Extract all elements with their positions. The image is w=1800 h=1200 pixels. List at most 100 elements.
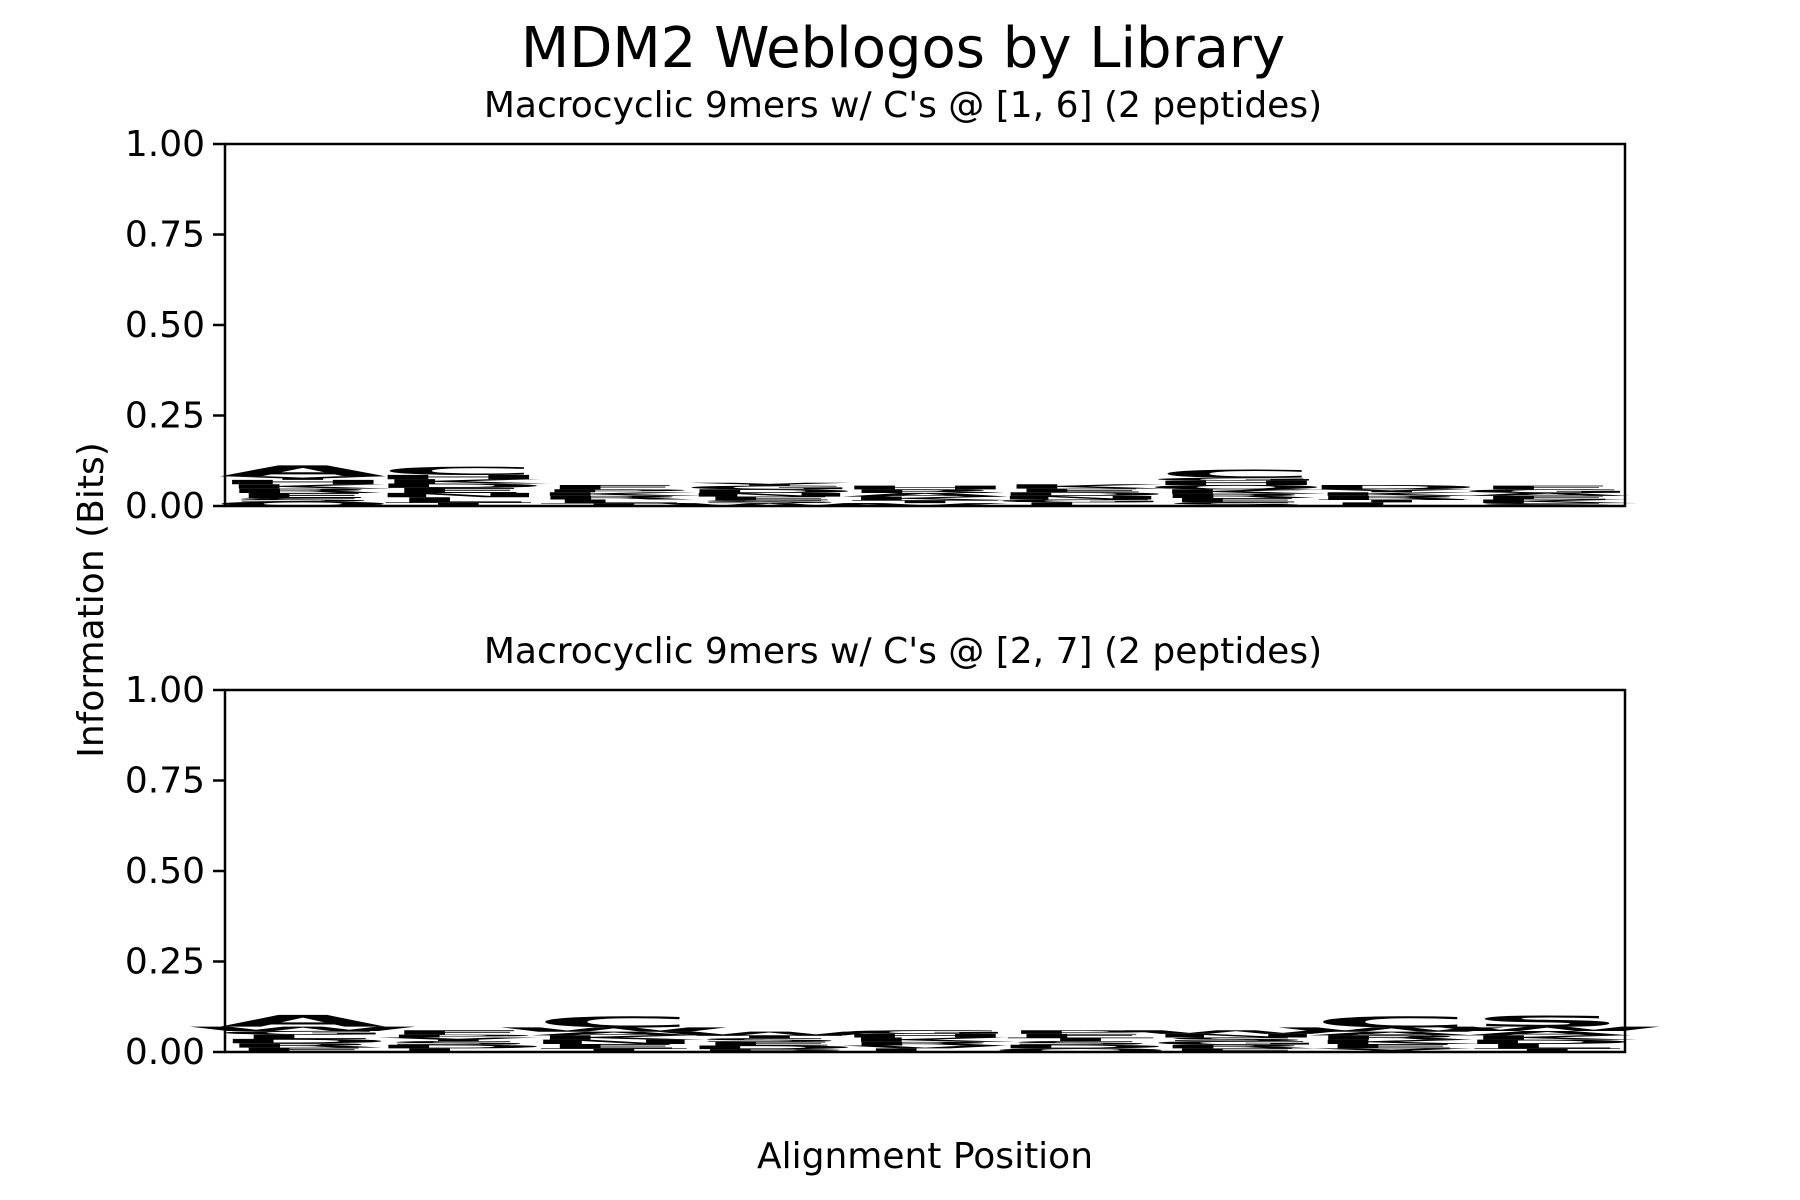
- logo-letter-R: R: [531, 495, 698, 501]
- y-tick-label: 0.50: [125, 851, 205, 892]
- logo-letter-G: G: [681, 485, 859, 491]
- logo-letter-Q: Q: [211, 500, 395, 507]
- panel-1-y-axis: 0.00 0.25 0.50 0.75 1.00: [125, 124, 225, 527]
- logo-letter-S: S: [691, 1037, 847, 1043]
- logo-letter-K: K: [1463, 498, 1638, 504]
- y-axis-label: Information (Bits): [71, 442, 112, 758]
- logo-letter-L: L: [389, 1047, 527, 1053]
- logo-letter-L: L: [389, 496, 527, 504]
- logo-letter-E: E: [1007, 488, 1155, 494]
- logo-letter-S: S: [225, 497, 381, 503]
- logo-letter-V: V: [841, 502, 1009, 507]
- logo-letter-N: N: [679, 492, 860, 498]
- logo-letter-D: D: [1302, 484, 1482, 491]
- logo-letter-C: C: [534, 1014, 693, 1031]
- logo-letter-A: A: [219, 462, 387, 479]
- logo-letter-R: R: [842, 488, 1009, 494]
- logo-letter-A: A: [1463, 492, 1631, 497]
- logo-letter-T: T: [540, 1047, 688, 1053]
- logo-letter-L: L: [1323, 501, 1461, 507]
- y-tick-label: 0.00: [125, 486, 205, 527]
- logo-letter-Y: Y: [377, 1037, 540, 1043]
- logo-letter-Y: Y: [1310, 489, 1473, 494]
- logo-letter-G: G: [214, 1030, 392, 1036]
- panel-1-stacks: QSERKHYATLNEDKHCTLRKPFWSENDGYVTKARHLGNDE…: [211, 462, 1639, 507]
- logo-letter-E: E: [540, 1043, 688, 1050]
- y-tick-label: 1.00: [125, 124, 205, 165]
- logo-letter-W: W: [494, 1026, 733, 1033]
- logo-letter-S: S: [1158, 1037, 1314, 1043]
- logo-letter-A: A: [530, 1031, 698, 1037]
- logo-letter-D: D: [368, 1044, 548, 1050]
- panel-2-stacks: ERDLGWALDSYPFTENKAWCPDESTWLVRKHGQDSTFPER…: [183, 1012, 1666, 1054]
- logo-panel-2: Macrocyclic 9mers w/ C's @ [2, 7] (2 pep…: [125, 631, 1667, 1073]
- logo-letter-Q: Q: [989, 1047, 1173, 1053]
- logo-letter-E: E: [1162, 497, 1310, 504]
- logo-letter-K: K: [374, 478, 549, 485]
- logo-letter-K: K: [1308, 1038, 1483, 1045]
- logo-letter-K: K: [1308, 491, 1483, 497]
- logo-letter-F: F: [540, 484, 688, 491]
- logo-letter-R: R: [1153, 1044, 1320, 1050]
- logo-letter-W: W: [650, 502, 889, 507]
- logo-panel-1: Macrocyclic 9mers w/ C's @ [1, 6] (2 pep…: [125, 85, 1639, 527]
- panel-1-title: Macrocyclic 9mers w/ C's @ [1, 6] (2 pep…: [484, 85, 1322, 126]
- logo-letter-L: L: [1012, 501, 1150, 507]
- logo-letter-W: W: [1428, 1025, 1667, 1032]
- logo-letter-S: S: [1158, 501, 1314, 507]
- logo-letter-T: T: [1007, 1037, 1155, 1043]
- logo-letter-T: T: [1473, 1047, 1621, 1053]
- logo-letter-S: S: [1469, 1013, 1625, 1030]
- logo-letter-D: D: [991, 491, 1171, 497]
- logo-letter-N: N: [990, 495, 1171, 501]
- logo-letter-T: T: [1318, 499, 1466, 504]
- logo-letter-E: E: [695, 1041, 843, 1047]
- panel-2-axes-frame: [223, 688, 1627, 1054]
- y-tick-label: 0.50: [125, 305, 205, 346]
- logo-letter-W: W: [1117, 1029, 1356, 1035]
- logo-letter-L: L: [856, 1047, 994, 1053]
- logo-letter-E: E: [229, 492, 377, 500]
- logo-letter-H: H: [834, 485, 1015, 491]
- x-axis-label: Alignment Position: [757, 1136, 1093, 1177]
- logo-letter-A: A: [1463, 1030, 1631, 1037]
- logo-letter-K: K: [997, 483, 1172, 490]
- logo-letter-R: R: [219, 487, 386, 494]
- logo-letter-E: E: [229, 1046, 377, 1053]
- logo-letter-Y: Y: [1310, 1047, 1473, 1053]
- logo-letter-L: L: [234, 1033, 372, 1040]
- logo-letter-N: N: [368, 492, 549, 499]
- logo-letter-P: P: [535, 489, 694, 494]
- logo-letter-F: F: [1473, 485, 1621, 491]
- logo-letter-H: H: [834, 1033, 1015, 1039]
- logo-letter-C: C: [1312, 1014, 1471, 1031]
- logo-letter-W: W: [650, 1031, 889, 1037]
- logo-letter-G: G: [1147, 1040, 1325, 1046]
- y-tick-label: 1.00: [125, 670, 205, 711]
- logo-letter-G: G: [1458, 488, 1636, 494]
- logo-letter-P: P: [1001, 1029, 1160, 1035]
- logo-letter-N: N: [523, 1038, 704, 1045]
- logo-letter-K: K: [1463, 1034, 1638, 1041]
- logo-letter-E: E: [1318, 1043, 1466, 1050]
- logo-letter-S: S: [691, 499, 847, 504]
- logo-letter-S: S: [1469, 502, 1625, 507]
- logo-letter-K: K: [841, 1036, 1016, 1043]
- logo-letter-C: C: [1157, 468, 1316, 481]
- logo-letter-H: H: [368, 474, 549, 481]
- logo-letter-W: W: [1272, 1026, 1511, 1033]
- logo-letter-R: R: [1308, 1034, 1475, 1041]
- logo-letter-W: W: [183, 1025, 422, 1032]
- logo-letter-K: K: [1152, 488, 1327, 495]
